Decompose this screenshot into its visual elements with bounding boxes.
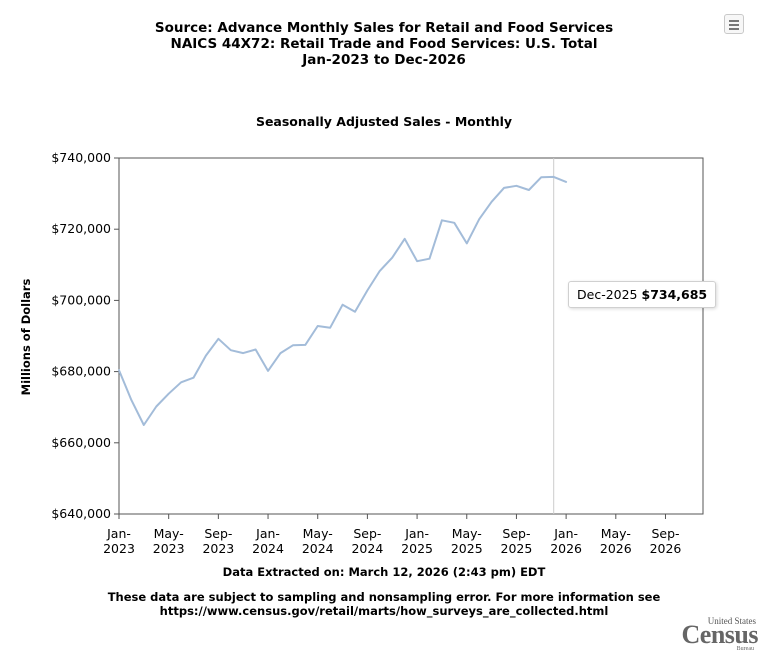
data-point [427, 256, 433, 262]
hamburger-menu-icon[interactable] [724, 14, 744, 34]
data-point [402, 236, 408, 242]
data-point [253, 347, 259, 353]
sales-series[interactable] [116, 174, 569, 428]
y-axis: $640,000 $660,000 $680,000 $700,000 $720,000… [51, 150, 119, 521]
date-range-title: Jan-2023 to Dec-2026 [302, 52, 466, 68]
data-point [153, 403, 159, 409]
y-tick-label: $660,000 [51, 435, 111, 450]
data-point [191, 375, 197, 381]
data-point [240, 350, 246, 356]
x-tick-label: 2025 [451, 541, 483, 556]
data-point [513, 183, 519, 189]
x-tick-label: 2025 [501, 541, 533, 556]
y-tick-label: $680,000 [51, 364, 111, 379]
plot-border [118, 157, 704, 515]
x-axis-label: Data Extracted on: March 12, 2026 (2:43 … [222, 565, 546, 579]
data-point [352, 309, 358, 315]
x-tick-label: May- [452, 526, 482, 541]
x-tick-label: May- [154, 526, 184, 541]
x-tick-label: 2023 [202, 541, 234, 556]
data-point [377, 268, 383, 274]
plot-frame [118, 157, 704, 515]
y-tick-label: $700,000 [51, 292, 111, 307]
y-tick-label: $640,000 [51, 506, 111, 521]
data-point [439, 217, 445, 223]
data-point [414, 258, 420, 264]
x-tick-label: Sep- [353, 526, 381, 541]
data-point [203, 353, 209, 359]
x-tick-label: Sep- [651, 526, 679, 541]
y-tick-label: $740,000 [51, 150, 111, 165]
data-point [451, 220, 457, 226]
y-axis-label: Millions of Dollars [19, 278, 33, 396]
x-tick-label: 2023 [103, 541, 135, 556]
data-point [489, 199, 495, 205]
disclaimer-note: These data are subject to sampling and n… [0, 590, 768, 618]
data-point [364, 287, 370, 293]
chart-title: Seasonally Adjusted Sales - Monthly [255, 114, 513, 129]
x-tick-label: Jan- [553, 526, 578, 541]
x-tick-label: May- [303, 526, 333, 541]
x-tick-label: Jan- [404, 526, 429, 541]
x-tick-label: 2026 [550, 541, 582, 556]
data-tooltip: Dec-2025 $734,685 [568, 281, 717, 308]
x-tick-label: Jan- [106, 526, 131, 541]
x-tick-label: 2026 [650, 541, 682, 556]
data-point [501, 185, 507, 191]
logo-top-text: United States [707, 616, 756, 626]
data-point [340, 302, 346, 308]
tooltip-date: Dec-2025 [577, 287, 638, 302]
series-title: NAICS 44X72: Retail Trade and Food Servi… [170, 36, 598, 52]
logo-main-text: Census [681, 620, 759, 649]
x-tick-label: 2025 [401, 541, 433, 556]
source-title: Source: Advance Monthly Sales for Retail… [154, 20, 614, 36]
logo-bottom-text: Bureau [736, 646, 754, 652]
tooltip-value: $734,685 [641, 287, 708, 302]
x-tick-label: 2026 [600, 541, 632, 556]
x-axis: Jan-2023May-2023Sep-2023Jan-2024May-2024… [103, 514, 681, 556]
data-point [277, 350, 283, 356]
data-point [116, 367, 122, 373]
data-point [228, 347, 234, 353]
data-point [389, 255, 395, 261]
data-point [128, 397, 134, 403]
data-point [290, 342, 296, 348]
data-point [302, 342, 308, 348]
chart-header: Source: Advance Monthly Sales for Retail… [0, 20, 768, 68]
y-tick-label: $720,000 [51, 221, 111, 236]
data-point [166, 391, 172, 397]
x-tick-label: 2024 [351, 541, 383, 556]
x-tick-label: Jan- [255, 526, 280, 541]
disclaimer-link[interactable]: https://www.census.gov/retail/marts/how_… [159, 604, 609, 618]
data-point [538, 174, 544, 180]
data-point [327, 325, 333, 331]
series-line [118, 175, 568, 426]
disclaimer-line: These data are subject to sampling and n… [107, 590, 661, 604]
data-point [464, 240, 470, 246]
x-tick-label: Sep- [502, 526, 530, 541]
data-point [265, 368, 271, 374]
x-tick-label: 2023 [153, 541, 185, 556]
data-point [551, 174, 557, 180]
x-tick-label: Sep- [204, 526, 232, 541]
data-point [315, 323, 321, 329]
data-point [141, 422, 147, 428]
data-point [563, 179, 569, 185]
x-tick-label: 2024 [302, 541, 334, 556]
data-point [215, 336, 221, 342]
data-point [476, 216, 482, 222]
census-logo: United States Census Bureau [674, 616, 759, 652]
x-tick-label: May- [601, 526, 631, 541]
x-tick-label: 2024 [252, 541, 284, 556]
data-point [178, 379, 184, 385]
data-point [526, 187, 532, 193]
